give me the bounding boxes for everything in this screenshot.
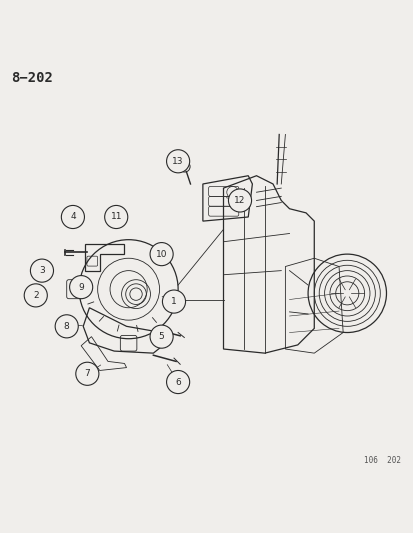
Circle shape	[24, 284, 47, 307]
Circle shape	[228, 189, 251, 212]
Circle shape	[61, 205, 84, 229]
Text: 106  202: 106 202	[363, 456, 400, 465]
Text: 11: 11	[110, 213, 122, 222]
Circle shape	[30, 259, 53, 282]
Text: 6: 6	[175, 377, 180, 386]
Text: 10: 10	[155, 249, 167, 259]
Circle shape	[150, 325, 173, 348]
Circle shape	[166, 370, 189, 393]
Circle shape	[162, 290, 185, 313]
Text: 13: 13	[172, 157, 183, 166]
Text: 4: 4	[70, 213, 76, 222]
Circle shape	[150, 243, 173, 265]
Circle shape	[104, 205, 128, 229]
Circle shape	[166, 150, 189, 173]
Circle shape	[55, 315, 78, 338]
Text: 3: 3	[39, 266, 45, 275]
Text: 1: 1	[171, 297, 176, 306]
Text: 5: 5	[158, 332, 164, 341]
Text: 8−202: 8−202	[11, 70, 53, 85]
Text: 9: 9	[78, 282, 84, 292]
Text: 8: 8	[64, 322, 69, 331]
Text: 7: 7	[84, 369, 90, 378]
Circle shape	[69, 276, 93, 298]
Text: 2: 2	[33, 291, 38, 300]
Text: 12: 12	[234, 196, 245, 205]
Circle shape	[76, 362, 99, 385]
